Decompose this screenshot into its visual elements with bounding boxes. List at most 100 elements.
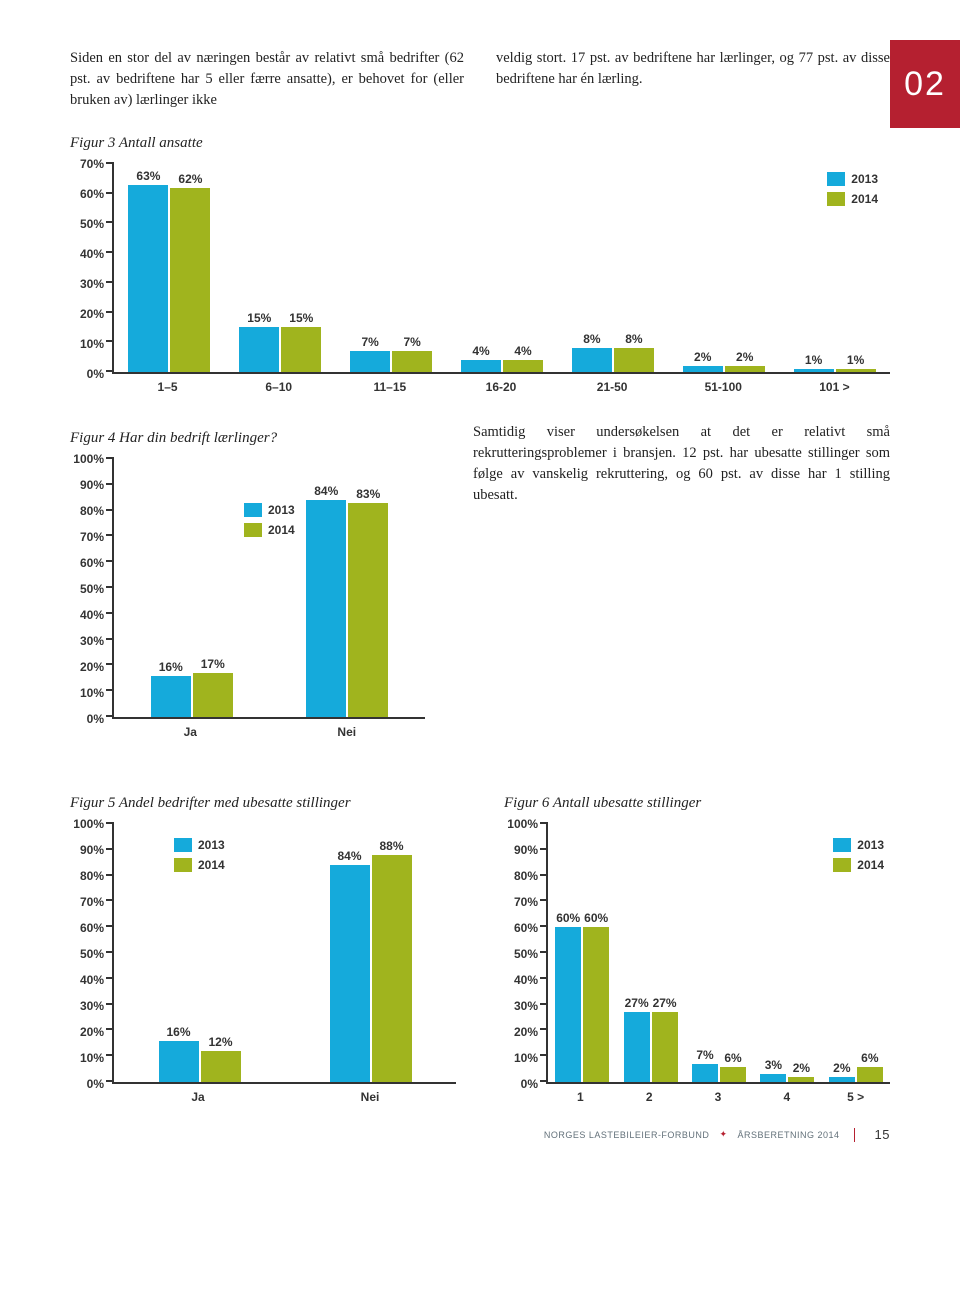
legend-label: 2014 [851, 192, 878, 206]
figure-4: Figur 4 Har din bedrift lærlinger? 0%10%… [70, 430, 425, 739]
bar: 7% [350, 351, 390, 372]
legend-item: 2013 [244, 503, 295, 517]
legend: 2013 2014 [827, 172, 878, 206]
bar-group: 15%15% [225, 164, 336, 372]
bar-group: 2%2% [668, 164, 779, 372]
bar: 1% [836, 369, 876, 372]
legend-swatch [827, 172, 845, 186]
bar: 4% [461, 360, 501, 372]
bar-value-label: 3% [765, 1058, 782, 1072]
bar-group: 7%6% [685, 824, 753, 1082]
bar: 16% [159, 1041, 199, 1082]
bar-value-label: 7% [696, 1048, 713, 1062]
x-tick-label: Nei [284, 1090, 456, 1104]
bar-group: 16%17% [114, 459, 270, 717]
legend-item: 2013 [833, 838, 884, 852]
x-axis: 12345 > [504, 1090, 890, 1104]
x-tick-label: 11–15 [334, 380, 445, 394]
bar: 27% [652, 1012, 678, 1082]
figure-5-title: Figur 5 Andel bedrifter med ubesatte sti… [70, 795, 456, 812]
plot-area: 63%62%15%15%7%7%4%4%8%8%2%2%1%1%20132014 [112, 164, 890, 374]
legend-item: 2014 [174, 858, 225, 872]
bar: 60% [583, 927, 609, 1082]
legend-label: 2013 [857, 838, 884, 852]
bar: 2% [725, 366, 765, 372]
bar: 8% [614, 348, 654, 372]
x-tick-label: 1–5 [112, 380, 223, 394]
legend-swatch [174, 838, 192, 852]
y-axis: 0%10%20%30%40%50%60%70%80%90%100% [70, 824, 112, 1084]
footer-doc: ÅRSBERETNING 2014 [737, 1130, 839, 1140]
footer-separator-icon: ✦ [719, 1129, 727, 1140]
page-footer: NORGES LASTEBILEIER-FORBUND ✦ ÅRSBERETNI… [544, 1127, 890, 1142]
x-tick-label: Ja [112, 1090, 284, 1104]
x-tick-label: 6–10 [223, 380, 334, 394]
bar: 15% [281, 327, 321, 372]
bar: 12% [201, 1051, 241, 1082]
bar: 27% [624, 1012, 650, 1082]
bar: 16% [151, 676, 191, 717]
legend-swatch [833, 838, 851, 852]
bar: 4% [503, 360, 543, 372]
x-tick-label: 3 [684, 1090, 753, 1104]
legend: 2013 2014 [833, 838, 884, 872]
x-tick-label: 16-20 [445, 380, 556, 394]
figure-6-title: Figur 6 Antall ubesatte stillinger [504, 795, 890, 812]
x-axis: JaNei [70, 725, 425, 739]
bar-value-label: 16% [166, 1025, 190, 1039]
bar-group: 27%27% [616, 824, 684, 1082]
bar-value-label: 60% [556, 911, 580, 925]
bar-value-label: 83% [356, 487, 380, 501]
legend-label: 2014 [198, 858, 225, 872]
x-tick-label: 21-50 [557, 380, 668, 394]
plot-area: 60%60%27%27%7%6%3%2%2%6%20132014 [546, 824, 890, 1084]
figure-4-title: Figur 4 Har din bedrift lærlinger? [70, 430, 425, 447]
x-tick-label: 4 [752, 1090, 821, 1104]
bar: 2% [788, 1077, 814, 1082]
bar-value-label: 16% [159, 660, 183, 674]
bar-group: 84% 88% [285, 824, 456, 1082]
figure-5-chart: 0%10%20%30%40%50%60%70%80%90%100%16%12%8… [70, 824, 456, 1104]
bar: 8% [572, 348, 612, 372]
bar-group: 84% 83% [270, 459, 426, 717]
intro-text-right: veldig stort. 17 pst. av bedriftene har … [496, 48, 890, 111]
x-tick-label: 1 [546, 1090, 615, 1104]
legend-swatch [827, 192, 845, 206]
bar-value-label: 84% [337, 849, 361, 863]
legend-item: 2014 [833, 858, 884, 872]
footer-divider [854, 1128, 855, 1142]
bar-value-label: 88% [379, 839, 403, 853]
bar: 7% [692, 1064, 718, 1082]
legend-swatch [833, 858, 851, 872]
x-tick-label: Nei [269, 725, 426, 739]
bar: 84% [306, 500, 346, 717]
x-tick-label: 51-100 [668, 380, 779, 394]
intro-text-left: Siden en stor del av næringen består av … [70, 48, 464, 111]
figure-6-chart: 0%10%20%30%40%50%60%70%80%90%100% 60%60% 2… [504, 824, 890, 1104]
legend-item: 2013 [174, 838, 225, 852]
x-tick-label: 5 > [821, 1090, 890, 1104]
chapter-number: 02 [890, 40, 960, 128]
bar-value-label: 7% [403, 335, 420, 349]
legend: 2013 2014 [244, 503, 295, 537]
intro-text-row: Siden en stor del av næringen består av … [70, 48, 890, 111]
legend-label: 2014 [268, 523, 295, 537]
legend-item: 2013 [827, 172, 878, 186]
legend: 2013 2014 [174, 838, 225, 872]
legend-label: 2013 [851, 172, 878, 186]
x-tick-label: Ja [112, 725, 269, 739]
bar: 2% [829, 1077, 855, 1082]
x-tick-label: 2 [615, 1090, 684, 1104]
legend-label: 2013 [198, 838, 225, 852]
mid-row: Figur 4 Har din bedrift lærlinger? 0%10%… [70, 420, 890, 765]
bar-value-label: 7% [361, 335, 378, 349]
y-axis: 0%10%20%30%40%50%60%70% [70, 164, 112, 374]
bar: 84% [330, 865, 370, 1082]
legend-swatch [174, 858, 192, 872]
bar: 6% [857, 1067, 883, 1082]
bar-value-label: 27% [625, 996, 649, 1010]
y-axis: 0%10%20%30%40%50%60%70%80%90%100% [504, 824, 546, 1084]
figure-3-chart: 0%10%20%30%40%50%60%70%63%62%15%15%7%7%4… [70, 164, 890, 394]
figure-3: Figur 3 Antall ansatte 0%10%20%30%40%50%… [70, 135, 890, 394]
bar: 17% [193, 673, 233, 717]
